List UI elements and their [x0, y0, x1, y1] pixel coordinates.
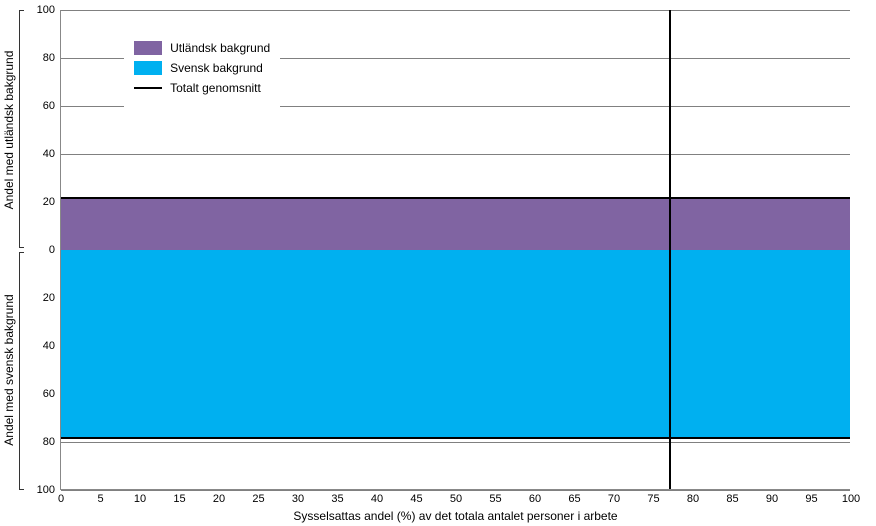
ytick-label: 100 — [37, 4, 55, 16]
legend-label: Totalt genomsnitt — [170, 81, 261, 95]
ytick-label: 40 — [43, 340, 55, 352]
xtick-label: 80 — [687, 493, 699, 505]
ytick-label: 80 — [43, 52, 55, 64]
y-bracket-bottom — [19, 252, 24, 490]
ytick-label: 80 — [43, 436, 55, 448]
xtick-label: 35 — [331, 493, 343, 505]
x-axis-label: Sysselsattas andel (%) av det totala ant… — [293, 509, 617, 523]
band-edge — [61, 437, 850, 439]
legend-swatch — [134, 41, 162, 55]
xtick-label: 20 — [213, 493, 225, 505]
xtick-label: 100 — [842, 493, 860, 505]
legend-label: Utländsk bakgrund — [170, 41, 270, 55]
xtick-label: 0 — [58, 493, 64, 505]
gridline — [61, 10, 850, 11]
y-bracket-top — [19, 10, 24, 248]
legend-line-icon — [134, 87, 162, 89]
chart-container: 0204060801002040608010005101520253035404… — [60, 10, 850, 490]
plot-area: 0204060801002040608010005101520253035404… — [60, 10, 850, 490]
xtick-label: 10 — [134, 493, 146, 505]
ytick-label: 100 — [37, 484, 55, 496]
xtick-label: 5 — [97, 493, 103, 505]
xtick-label: 60 — [529, 493, 541, 505]
gridline — [61, 154, 850, 155]
xtick-label: 50 — [450, 493, 462, 505]
xtick-label: 85 — [726, 493, 738, 505]
xtick-label: 15 — [173, 493, 185, 505]
xtick-label: 90 — [766, 493, 778, 505]
band-utlandsk — [61, 197, 850, 250]
y-axis-label-top: Andel med utländsk bakgrund — [2, 51, 16, 210]
ytick-label: 40 — [43, 148, 55, 160]
ytick-label: 20 — [43, 292, 55, 304]
total-average-line — [669, 10, 671, 489]
ytick-label: 0 — [49, 244, 55, 256]
ytick-label: 20 — [43, 196, 55, 208]
xtick-label: 25 — [252, 493, 264, 505]
ytick-label: 60 — [43, 388, 55, 400]
legend-swatch — [134, 61, 162, 75]
xtick-label: 45 — [410, 493, 422, 505]
gridline — [61, 490, 850, 491]
band-edge — [61, 197, 850, 199]
xtick-label: 70 — [608, 493, 620, 505]
xtick-label: 65 — [568, 493, 580, 505]
xtick-label: 95 — [805, 493, 817, 505]
legend-svensk: Svensk bakgrund — [134, 61, 270, 75]
xtick-label: 75 — [647, 493, 659, 505]
xtick-label: 40 — [371, 493, 383, 505]
legend-utlandsk: Utländsk bakgrund — [134, 41, 270, 55]
xtick-label: 55 — [489, 493, 501, 505]
legend-totalt: Totalt genomsnitt — [134, 81, 270, 95]
gridline — [61, 442, 850, 443]
y-axis-label-bottom: Andel med svensk bakgrund — [2, 294, 16, 445]
legend-label: Svensk bakgrund — [170, 61, 263, 75]
band-svensk — [61, 250, 850, 437]
xtick-label: 30 — [292, 493, 304, 505]
ytick-label: 60 — [43, 100, 55, 112]
legend: Utländsk bakgrund Svensk bakgrund Totalt g… — [124, 29, 280, 107]
